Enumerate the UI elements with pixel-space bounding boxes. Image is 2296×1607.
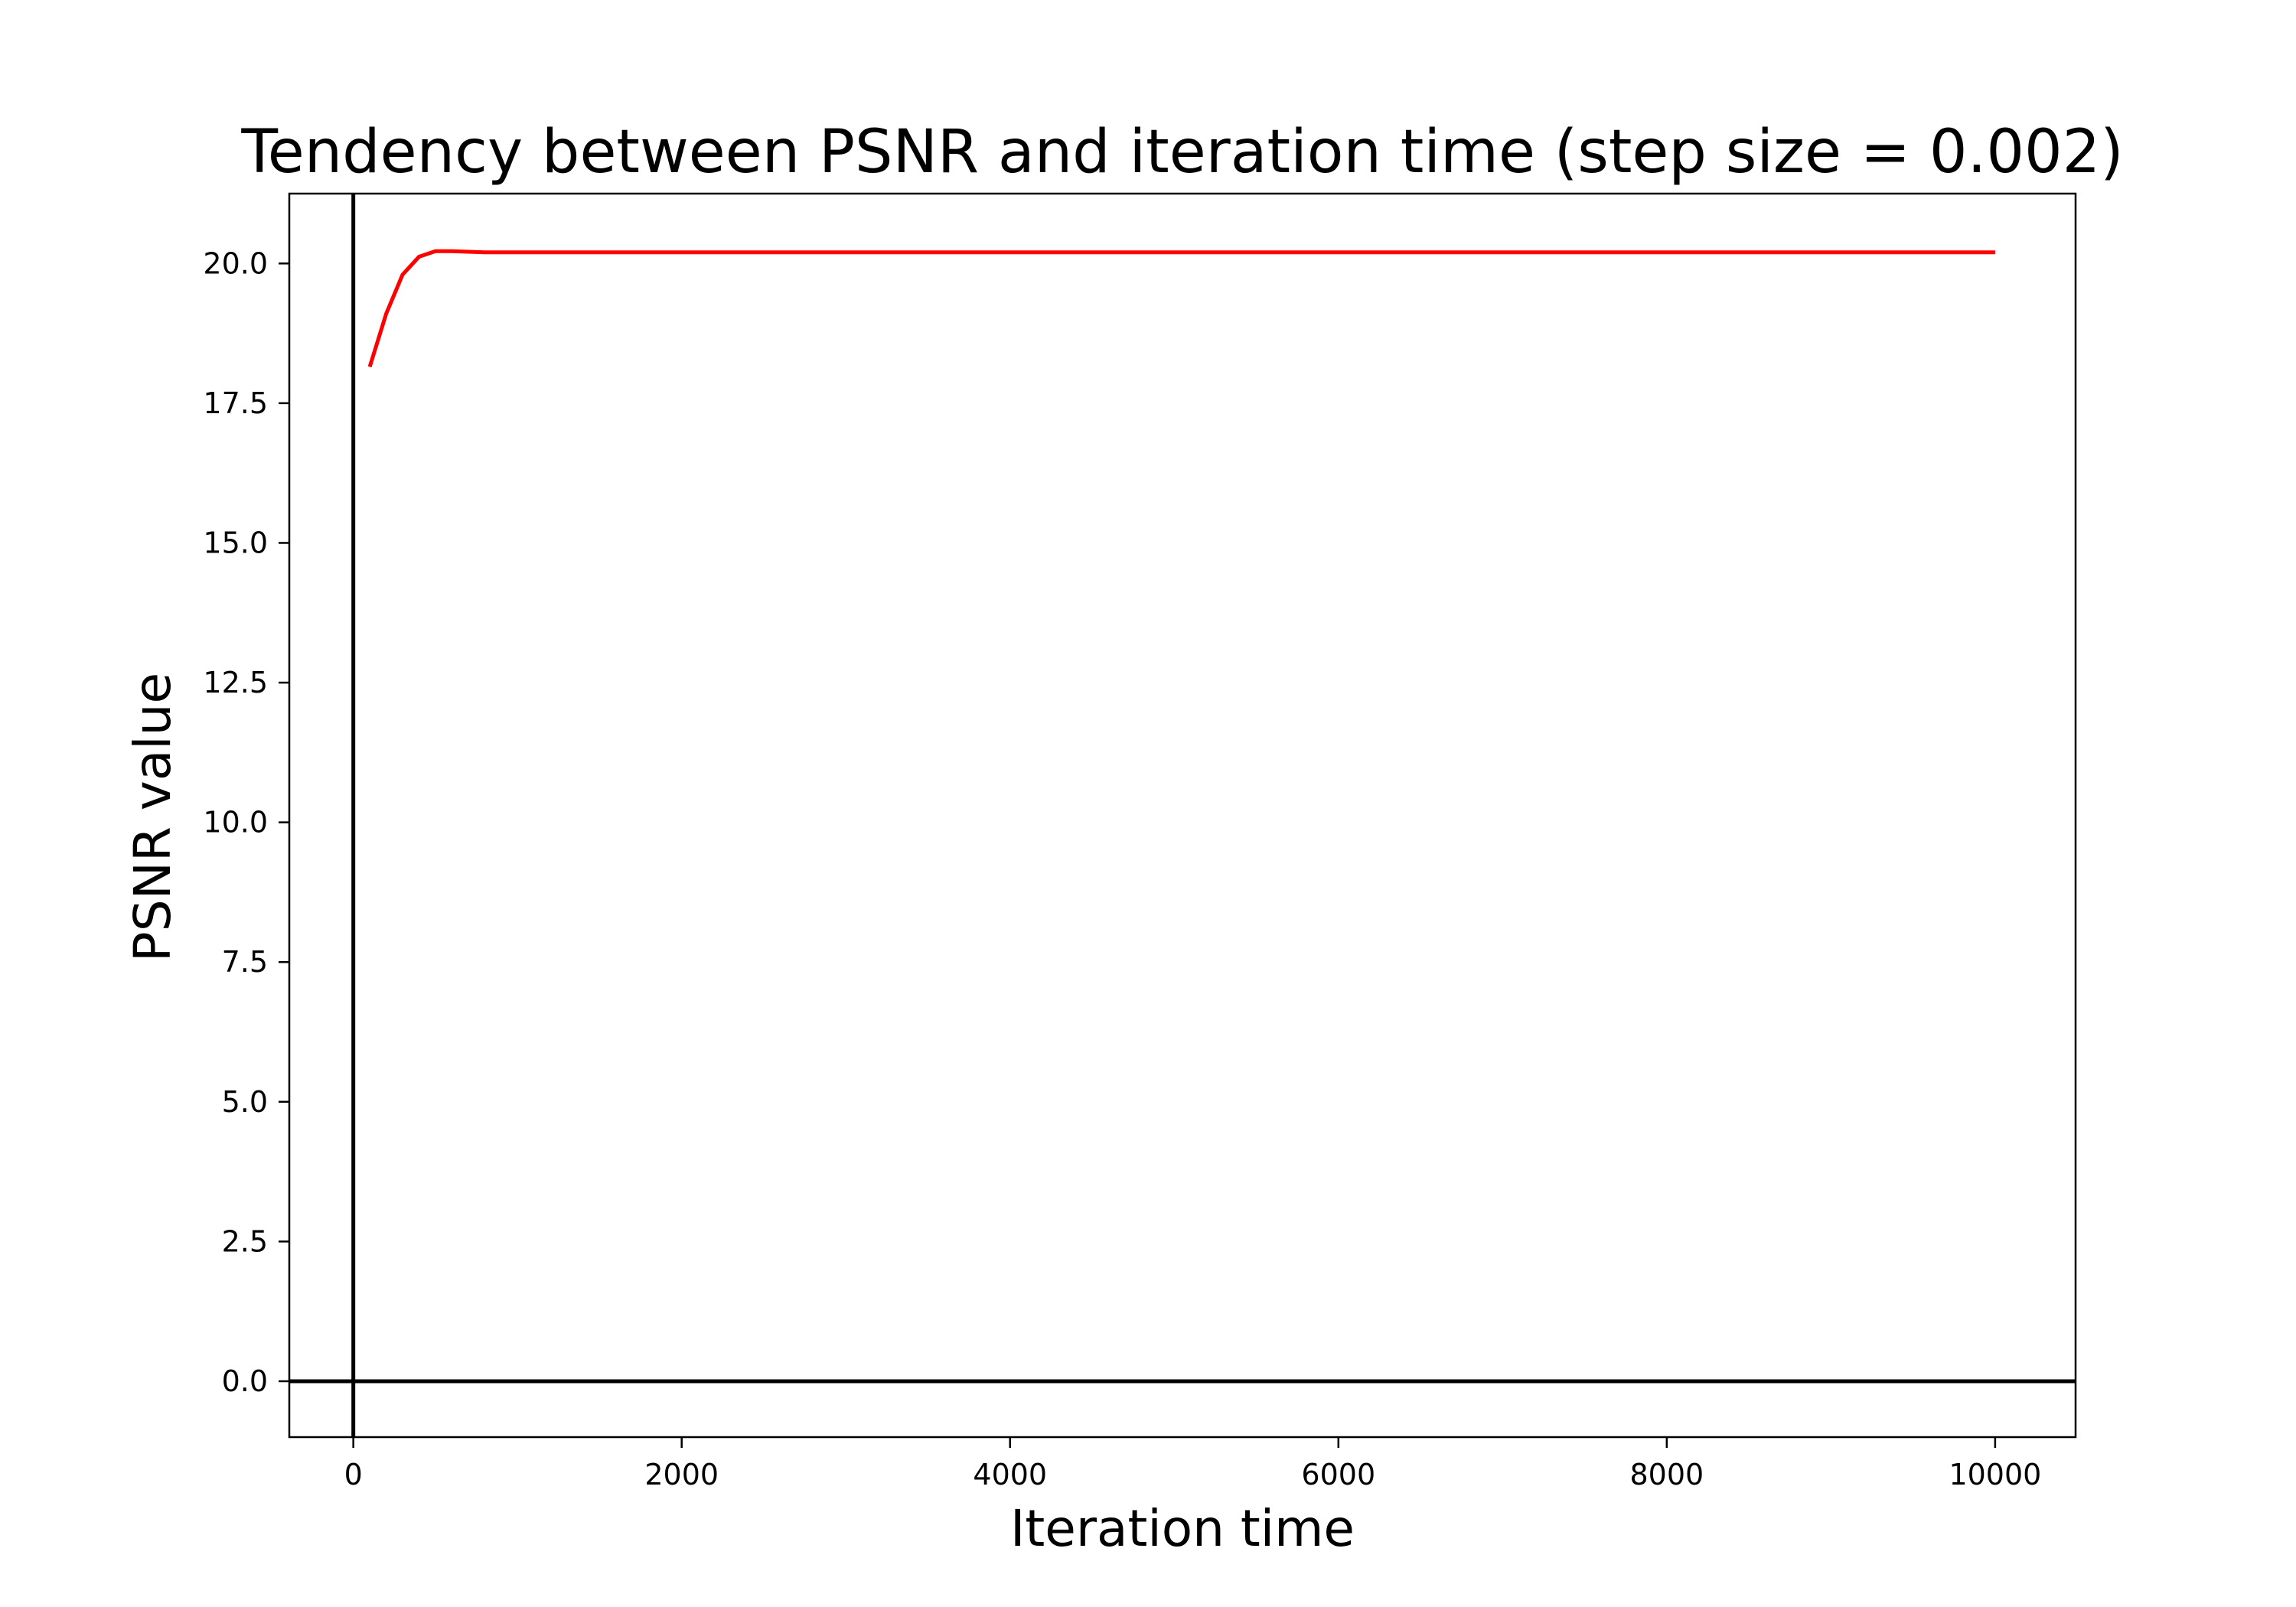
chart-title: Tendency between PSNR and iteration time… [240,118,2123,187]
y-tick-label: 7.5 [222,945,268,979]
y-tick-label: 5.0 [222,1085,268,1119]
x-axis-label: Iteration time [1010,1499,1355,1558]
x-tick-label: 10000 [1949,1458,2041,1491]
y-axis-label: PSNR value [123,673,182,962]
y-tick-label: 0.0 [222,1364,268,1398]
plot-area: 0 2000 4000 6000 8000 10000 0.0 2.5 5.0 7.5 10.0 12… [203,192,2077,1491]
x-tick-label: 0 [344,1458,363,1491]
y-tick-label: 20.0 [203,246,268,280]
axes-frame [288,192,2077,1439]
y-tick-label: 2.5 [222,1224,268,1258]
x-tick-label: 8000 [1629,1458,1704,1491]
y-tick-label: 17.5 [203,386,268,420]
y-tick-label: 12.5 [203,666,268,699]
y-tick-label: 10.0 [203,806,268,839]
y-tick-label: 15.0 [203,526,268,559]
x-tick-label: 2000 [644,1458,719,1491]
x-tick-label: 6000 [1301,1458,1375,1491]
x-tick-label: 4000 [973,1458,1047,1491]
series-line-1 [367,249,1995,368]
